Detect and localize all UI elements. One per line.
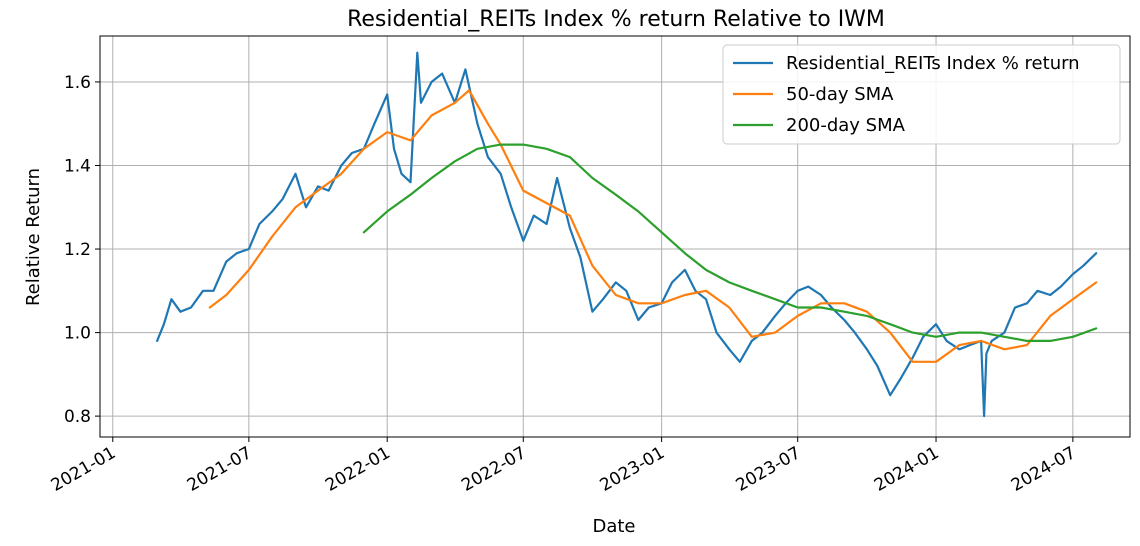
chart-title: Residential_REITs Index % return Relativ… bbox=[347, 7, 885, 32]
y-tick-label: 1.2 bbox=[64, 240, 91, 260]
series-line-1 bbox=[208, 89, 1098, 363]
plot-frame bbox=[99, 35, 1131, 438]
plot-lines bbox=[156, 51, 1098, 418]
legend: Residential_REITs Index % return 50-day S… bbox=[722, 44, 1121, 145]
x-axis-label: Date bbox=[592, 516, 635, 537]
y-tick-label: 1.0 bbox=[64, 324, 91, 344]
series-line-2 bbox=[362, 143, 1098, 342]
legend-items: Residential_REITs Index % return 50-day S… bbox=[733, 53, 1080, 136]
legend-label: 50-day SMA bbox=[786, 84, 894, 105]
y-tick-label: 0.8 bbox=[64, 407, 91, 427]
y-tick-label: 1.4 bbox=[64, 156, 91, 176]
y-axis-label: Relative Return bbox=[23, 168, 44, 306]
legend-label: 200-day SMA bbox=[786, 115, 906, 136]
series-line-0 bbox=[156, 51, 1098, 418]
legend-label: Residential_REITs Index % return bbox=[786, 53, 1080, 74]
y-tick-label: 1.6 bbox=[64, 73, 91, 93]
legend-box bbox=[722, 44, 1121, 145]
y-axis: 0.8 1.0 1.2 1.4 1.6 bbox=[64, 73, 100, 427]
